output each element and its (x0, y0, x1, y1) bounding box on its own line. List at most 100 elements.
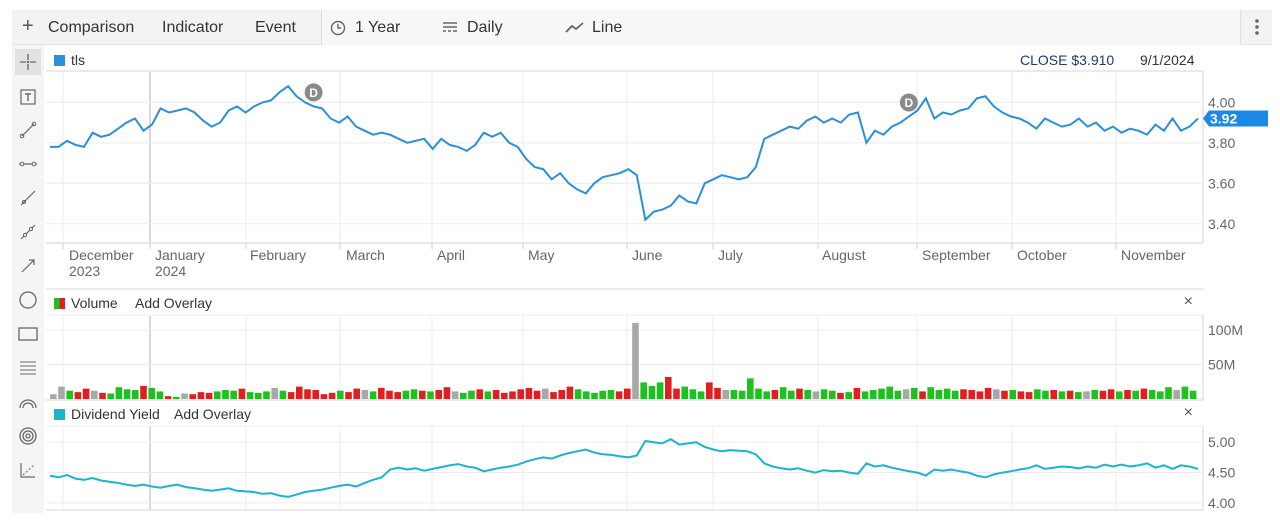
volume-bar (205, 392, 213, 399)
volume-bar (304, 389, 311, 399)
volume-bar (533, 390, 541, 399)
x-tick-label: April (437, 247, 465, 263)
fibonacci-icon[interactable] (15, 355, 41, 381)
volume-bar (648, 385, 656, 399)
volume-bar (615, 391, 623, 399)
volume-bar (1116, 391, 1123, 399)
circle-icon[interactable] (15, 287, 41, 313)
arc-icon[interactable] (15, 389, 41, 415)
volume-bar (123, 389, 131, 399)
volume-bar (599, 390, 606, 399)
plus-icon[interactable]: + (22, 15, 34, 37)
volume-bar (468, 390, 475, 399)
close-label: CLOSE (1020, 52, 1068, 68)
volume-bar (665, 376, 672, 399)
volume-bar (788, 390, 795, 399)
arrow-line-icon[interactable] (15, 253, 41, 279)
volume-bar (1107, 389, 1115, 399)
extended-line-icon[interactable] (15, 219, 41, 245)
volume-bar (1157, 391, 1164, 399)
dividend-y-axis: 5.00 4.50 4.00 (1208, 434, 1235, 511)
dividend-add-overlay[interactable]: Add Overlay (174, 406, 252, 422)
volume-bar (451, 391, 459, 399)
line-segment-icon[interactable] (15, 117, 41, 143)
volume-bar (1042, 390, 1049, 399)
x-tick-label: September (922, 247, 991, 263)
volume-bar (853, 387, 861, 399)
volume-bar (681, 386, 688, 399)
chart-style-selector[interactable]: Line (592, 19, 623, 36)
price-grid (46, 72, 1203, 242)
volume-bar (870, 390, 877, 399)
volume-bar (296, 386, 303, 399)
ray-icon[interactable] (15, 185, 41, 211)
volume-bar (607, 390, 615, 399)
last-price-badge-shape (1203, 110, 1268, 127)
clock-icon (330, 20, 346, 41)
trend-measure-icon[interactable] (15, 457, 41, 483)
volume-bar (181, 393, 188, 399)
volume-bar (230, 390, 237, 399)
dividend-y-tick-label: 5.00 (1208, 434, 1235, 450)
price-line-layer (50, 84, 1199, 222)
volume-bar (1009, 390, 1016, 399)
x-tick-label: 2023 (69, 263, 100, 279)
text-tool-icon[interactable] (15, 84, 41, 110)
volume-bar (460, 392, 467, 399)
horizontal-line-icon[interactable] (15, 151, 41, 177)
volume-bar (755, 388, 762, 399)
volume-bar (271, 387, 278, 399)
volume-close-icon[interactable]: × (1183, 293, 1193, 310)
volume-bar (501, 392, 508, 399)
volume-bar (1148, 390, 1156, 399)
volume-panel-header: Volume Add Overlay × (46, 293, 1202, 319)
volume-bar (1189, 390, 1197, 399)
comparison-button[interactable]: Comparison (48, 19, 135, 36)
volume-bar (255, 392, 262, 399)
volume-bar (697, 391, 705, 399)
volume-bar (837, 392, 844, 399)
volume-bar (1099, 390, 1107, 399)
rectangle-icon[interactable] (15, 321, 41, 347)
volume-bar (886, 386, 893, 399)
indicator-button[interactable]: Indicator (162, 19, 224, 36)
volume-bar (410, 389, 418, 399)
dividend-swatch (54, 409, 65, 420)
symbol-label[interactable]: tls (71, 52, 85, 68)
volume-bar (820, 389, 828, 399)
volume-bar (140, 385, 147, 399)
volume-bar (911, 387, 918, 399)
volume-y-tick-label: 100M (1208, 322, 1243, 338)
dividend-close-icon[interactable]: × (1183, 404, 1193, 421)
volume-bar (984, 387, 992, 399)
target-icon[interactable] (15, 423, 41, 449)
dividend-panel-header: Dividend Yield Add Overlay × (46, 404, 1202, 430)
event-button[interactable]: Event (255, 19, 296, 36)
volume-bar (74, 392, 82, 399)
volume-bar (779, 387, 787, 399)
volume-bar (1050, 390, 1057, 399)
chart-settings-bar (322, 10, 1240, 45)
volume-bar (1034, 389, 1041, 399)
interval-selector[interactable]: Daily (467, 19, 503, 36)
volume-bar (1025, 392, 1033, 399)
volume-bar (476, 389, 483, 399)
line-chart-icon (565, 21, 585, 40)
volume-add-overlay[interactable]: Add Overlay (135, 295, 213, 311)
volume-title: Volume (71, 295, 118, 311)
volume-bar (492, 390, 500, 399)
volume-bar (689, 389, 697, 399)
volume-bar (246, 392, 254, 399)
volume-bar (714, 387, 721, 399)
volume-bar (484, 391, 492, 399)
volume-bar (1132, 390, 1139, 399)
range-selector[interactable]: 1 Year (355, 19, 401, 36)
volume-bar (861, 391, 869, 399)
volume-bar (1017, 391, 1025, 399)
volume-bar (189, 394, 196, 399)
kebab-menu-icon[interactable] (1240, 10, 1272, 45)
volume-bar (591, 392, 598, 399)
crosshair-icon[interactable] (15, 49, 41, 75)
